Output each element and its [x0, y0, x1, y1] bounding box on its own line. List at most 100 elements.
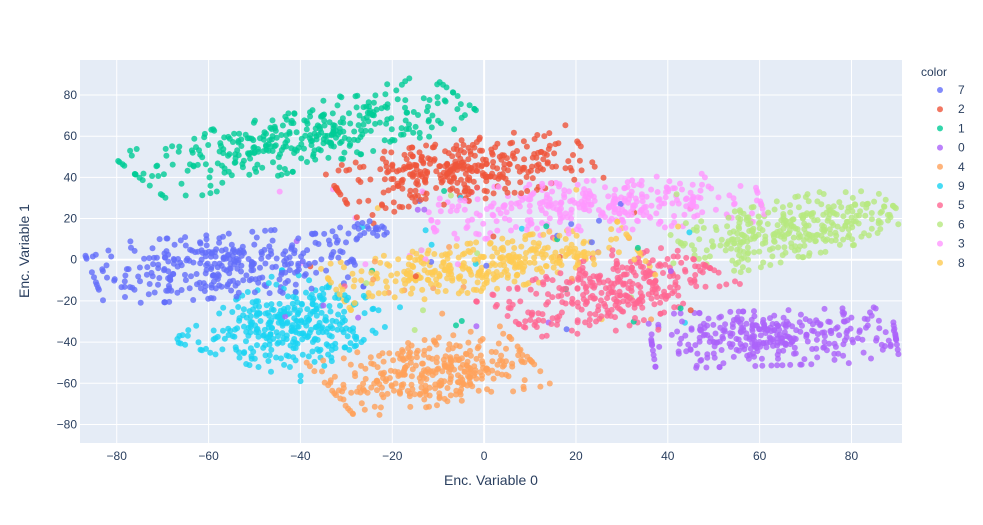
legend-item-3[interactable]: 3	[937, 237, 965, 251]
data-point-1	[269, 117, 276, 124]
data-point-8	[608, 226, 615, 233]
data-point-2	[501, 152, 507, 159]
data-point-3	[585, 197, 592, 204]
data-point-5	[678, 259, 685, 266]
data-point-3	[576, 204, 583, 211]
data-point-7	[318, 256, 325, 263]
data-point-7	[311, 259, 318, 266]
data-point-6	[779, 204, 786, 211]
data-point-4	[457, 364, 464, 371]
legend-item-5[interactable]: 5	[937, 198, 965, 212]
data-point-1	[370, 99, 377, 106]
data-point-8	[543, 263, 550, 270]
data-point-2	[365, 197, 372, 204]
data-point-5	[692, 263, 699, 270]
data-point-0	[813, 336, 820, 343]
data-point-9	[333, 318, 340, 325]
data-point-1	[291, 150, 298, 156]
data-point-6	[706, 253, 713, 260]
data-point-6	[769, 245, 776, 252]
data-point-6	[734, 236, 741, 243]
data-point-4	[421, 396, 428, 403]
data-point-4	[439, 310, 446, 317]
data-point-4	[500, 330, 507, 337]
data-point-0	[734, 314, 741, 321]
data-point-7	[131, 247, 138, 254]
data-point-5	[632, 315, 638, 321]
legend-item-0[interactable]: 0	[937, 141, 965, 155]
data-point-7	[186, 257, 193, 264]
data-point-1	[189, 149, 196, 156]
data-point-7	[238, 268, 244, 275]
legend-item-2[interactable]: 2	[937, 102, 965, 116]
data-point-7	[370, 229, 376, 236]
legend-item-9[interactable]: 9	[937, 179, 965, 193]
data-point-7	[197, 240, 204, 247]
data-point-7	[292, 288, 299, 295]
data-point-7	[248, 276, 255, 282]
data-point-3	[480, 220, 487, 227]
data-point-5	[661, 292, 668, 299]
data-point-6	[830, 209, 836, 216]
data-point-5	[620, 298, 627, 305]
data-point-6	[682, 220, 689, 227]
data-point-5	[597, 297, 604, 304]
data-point-1	[376, 119, 383, 126]
data-point-7	[380, 224, 387, 231]
data-point-7	[202, 253, 209, 260]
data-point-9	[326, 303, 333, 309]
data-point-5	[664, 256, 671, 262]
data-point-8	[523, 281, 530, 288]
data-point-2	[405, 203, 412, 210]
legend-item-6[interactable]: 6	[937, 217, 965, 231]
data-point-4	[434, 402, 440, 409]
data-point-3	[457, 197, 464, 204]
data-point-0	[841, 310, 848, 317]
data-point-1	[162, 145, 169, 152]
data-point-6	[890, 202, 896, 209]
data-point-8	[497, 261, 504, 268]
legend-item-7[interactable]: 7	[937, 83, 965, 97]
data-point-4	[454, 379, 461, 386]
data-point-6	[748, 204, 755, 211]
data-point-7	[182, 234, 189, 241]
data-point-2	[461, 149, 468, 156]
data-point-6	[792, 225, 799, 232]
data-point-6	[792, 194, 799, 200]
data-point-6	[749, 228, 756, 235]
data-point-9	[236, 317, 243, 324]
data-point-9	[254, 342, 260, 349]
data-point-5	[506, 285, 512, 292]
data-point-7	[165, 268, 172, 275]
data-point-7	[267, 247, 274, 254]
data-point-3	[621, 185, 628, 192]
legend-item-1[interactable]: 1	[937, 121, 965, 135]
data-point-1	[191, 135, 198, 142]
data-point-1	[340, 128, 347, 135]
legend-item-4[interactable]: 4	[937, 160, 965, 174]
data-point-2	[531, 136, 538, 142]
data-point-6	[734, 230, 741, 237]
data-point-7	[149, 273, 156, 280]
data-point-4	[396, 388, 403, 395]
data-point-9	[332, 340, 339, 347]
data-point-8	[642, 258, 649, 265]
data-point-5	[566, 279, 573, 286]
data-point-7	[266, 290, 273, 297]
legend-item-8[interactable]: 8	[937, 256, 965, 270]
data-point-2	[377, 166, 384, 173]
data-point-6	[731, 267, 738, 274]
data-point-6	[741, 254, 747, 261]
data-point-6	[781, 244, 788, 251]
data-point-7	[282, 280, 289, 286]
data-point-7	[105, 247, 112, 254]
data-point-8	[346, 304, 353, 311]
data-point-7	[92, 251, 99, 258]
data-point-5	[692, 272, 699, 278]
data-point-8	[552, 249, 559, 256]
data-point-2	[479, 147, 485, 154]
data-point-2	[385, 187, 392, 194]
data-point-9	[518, 225, 525, 232]
data-point-8	[503, 267, 510, 274]
